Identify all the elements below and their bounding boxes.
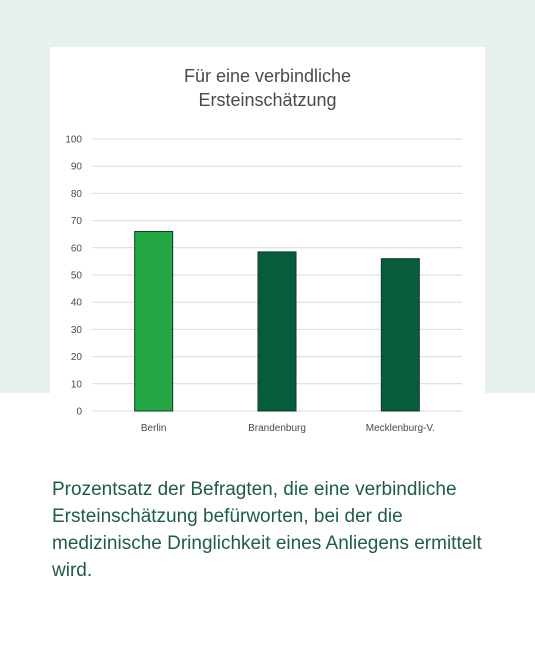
bar-mecklenburg-v <box>380 258 420 412</box>
x-tick-label: Berlin <box>141 423 167 434</box>
x-tick-label: Mecklenburg-V. <box>366 423 435 434</box>
y-tick-label: 40 <box>71 298 83 309</box>
chart-title: Für eine verbindliche Ersteinschätzung <box>183 66 352 110</box>
bar-berlin <box>134 230 174 412</box>
bars <box>134 230 420 412</box>
y-tick-label: 70 <box>71 216 83 227</box>
y-tick-label: 90 <box>71 162 83 173</box>
x-tick-label: Brandenburg <box>248 423 306 434</box>
y-tick-label: 30 <box>71 325 83 336</box>
caption-text: Prozentsatz der Befragten, die eine verb… <box>52 479 482 581</box>
y-tick-label: 100 <box>65 135 82 146</box>
y-axis-tick-labels: 0 10 20 30 40 50 60 70 80 90 100 <box>65 135 82 418</box>
y-tick-label: 10 <box>71 379 83 390</box>
y-tick-label: 80 <box>71 189 83 200</box>
y-tick-label: 20 <box>71 352 83 363</box>
x-axis-tick-labels: Berlin Brandenburg Mecklenburg-V. <box>141 423 435 434</box>
y-tick-label: 60 <box>71 243 83 254</box>
y-tick-label: 0 <box>76 407 82 418</box>
y-tick-label: 50 <box>71 271 83 282</box>
bar-brandenburg <box>257 251 297 412</box>
